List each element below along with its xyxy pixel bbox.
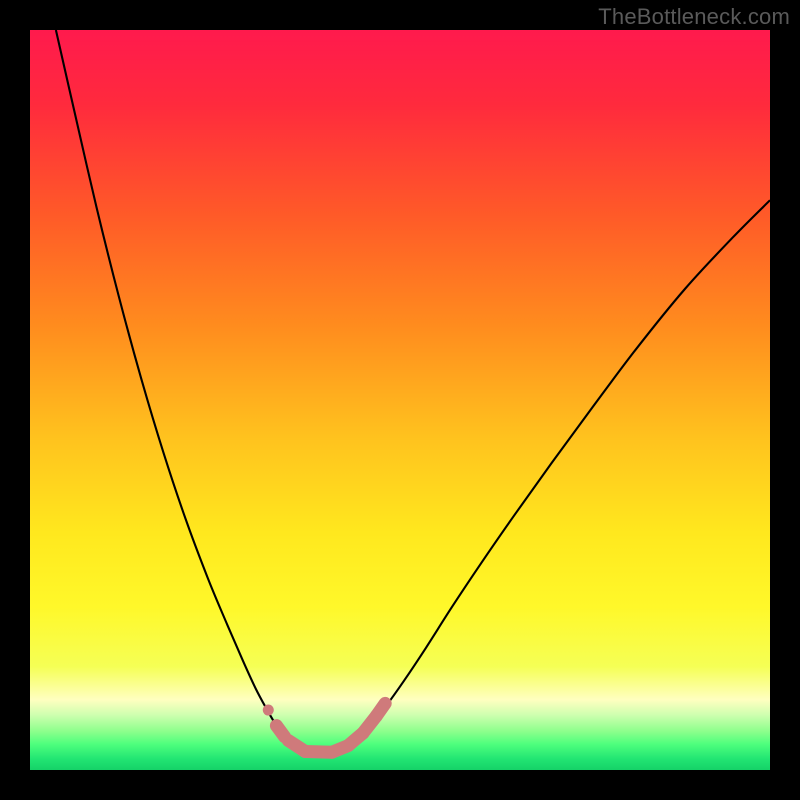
plot-background-gradient: [30, 30, 770, 770]
marker-dot: [263, 705, 274, 716]
marker-segment: [376, 703, 385, 716]
marker-segment: [276, 726, 284, 737]
watermark-text: TheBottleneck.com: [598, 4, 790, 30]
chart-container: TheBottleneck.com: [0, 0, 800, 800]
bottleneck-chart: [0, 0, 800, 800]
